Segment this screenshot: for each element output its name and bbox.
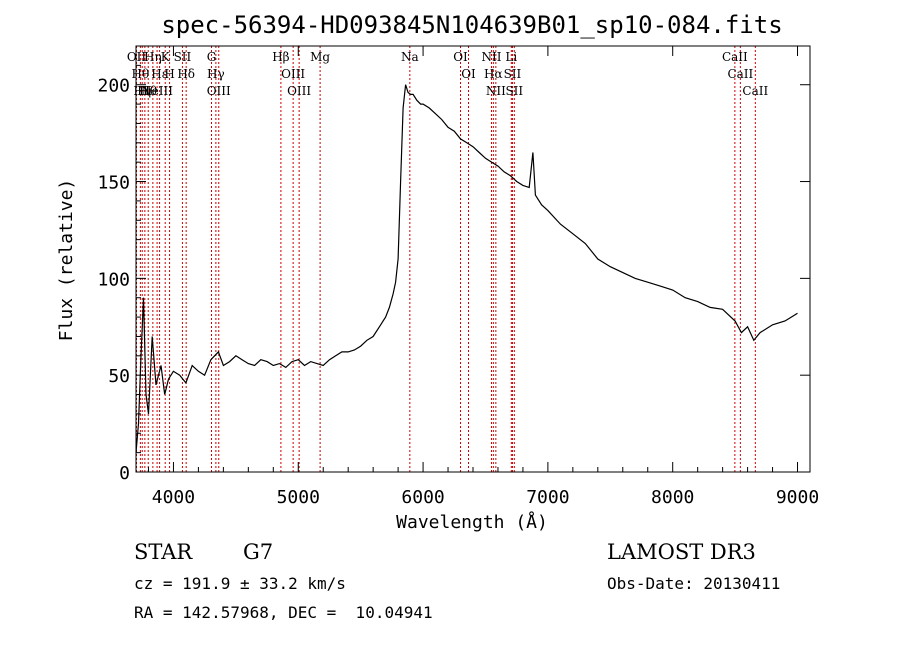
x-tick-label: 6000: [401, 487, 444, 508]
y-tick-label: 200: [97, 76, 130, 97]
object-type: STAR: [134, 540, 193, 564]
y-tick-label: 50: [108, 366, 130, 387]
spectral-line-label: Hι: [137, 84, 152, 98]
spectral-line-label: OI: [453, 50, 468, 64]
spectral-line-label: Hβ: [272, 50, 289, 64]
spectral-line-label: H: [164, 67, 174, 81]
x-tick-label: 4000: [152, 487, 195, 508]
spectral-line-label: Hθ: [139, 84, 157, 98]
x-tick-label: 9000: [776, 487, 819, 508]
spectral-line-label: NII: [481, 50, 501, 64]
spectral-line-label: CaII: [722, 50, 748, 64]
spectral-line-label: Li: [505, 50, 517, 64]
spectral-line-label: Hδ: [177, 67, 195, 81]
spectral-line-label: K: [161, 50, 171, 64]
spectral-line-label: OII: [127, 50, 147, 64]
spectral-line-label: Hα: [484, 67, 503, 81]
obs-date: Obs-Date: 20130411: [607, 574, 781, 593]
x-tick-label: 5000: [277, 487, 320, 508]
plot-frame: [135, 45, 811, 473]
spectral-line-label: Hη: [144, 50, 162, 64]
redshift-cz: cz = 191.9 ± 33.2 km/s: [134, 574, 346, 593]
coordinates: RA = 142.57968, DEC = 10.04941: [134, 603, 433, 622]
spectral-line-label: Hγ: [207, 67, 225, 81]
y-tick-label: 150: [97, 173, 130, 194]
x-tick-label: 7000: [526, 487, 569, 508]
spectral-line-label: SII: [504, 67, 522, 81]
chart-title: spec-56394-HD093845N104639B01_sp10-084.f…: [161, 11, 782, 39]
spectral-line-label: OIII: [207, 84, 231, 98]
survey-name: LAMOST DR3: [607, 540, 756, 564]
spectral-line-label: Hη: [133, 84, 151, 98]
y-tick-label: 100: [97, 269, 130, 290]
spectral-line-label: NeIII: [141, 84, 173, 98]
y-axis-label: Flux (relative): [56, 179, 77, 342]
line-markers: [135, 46, 756, 472]
x-axis: 4000 5000 6000 7000 8000 9000: [147, 46, 819, 508]
spectral-line-label: OI: [461, 67, 476, 81]
spectrum-line: [135, 84, 798, 453]
spectral-subclass: G7: [243, 540, 274, 564]
spectral-line-label: OIII: [287, 84, 311, 98]
spectral-line-label: CaII: [727, 67, 753, 81]
spectral-line-label: OIII: [281, 67, 305, 81]
spectral-line-label: NII: [486, 84, 506, 98]
spectral-line-label: CaII: [742, 84, 768, 98]
y-tick-label: 0: [119, 463, 130, 484]
x-tick-label: 8000: [651, 487, 694, 508]
spectral-line-label: SII: [174, 50, 192, 64]
line-labels: OIIHθHηHιHθHηNeIIIHεKHSIIHδGHγOIIIHβOIII…: [127, 50, 769, 98]
x-axis-label: Wavelength (Å): [396, 511, 548, 533]
spectral-line-label: Mg: [310, 50, 330, 64]
spectral-line-label: Hε: [151, 67, 168, 81]
spectral-line-label: Na: [401, 50, 419, 64]
y-axis: 0 50 100 150 200: [97, 64, 810, 484]
spectral-line-label: SII: [505, 84, 523, 98]
spectral-line-label: G: [207, 50, 217, 64]
spectral-line-label: Hθ: [132, 67, 150, 81]
